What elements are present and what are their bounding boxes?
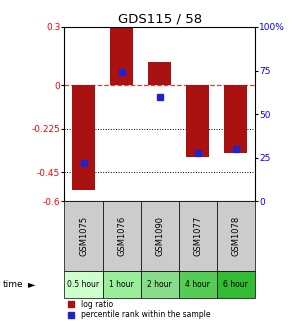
Bar [217,271,255,298]
Text: time: time [3,280,23,289]
Title: GDS115 / 58: GDS115 / 58 [117,13,202,26]
Bar [141,201,179,271]
Text: 6 hour: 6 hour [224,280,248,289]
Text: 4 hour: 4 hour [185,280,210,289]
Text: 2 hour: 2 hour [147,280,172,289]
Bar [64,271,103,298]
Text: GSM1090: GSM1090 [155,216,164,256]
Bar [110,27,133,85]
Text: GSM1078: GSM1078 [231,216,240,256]
Text: GSM1075: GSM1075 [79,216,88,256]
Text: ►: ► [28,280,35,290]
Bar [148,62,171,85]
Text: GSM1076: GSM1076 [117,216,126,256]
Text: 0.5 hour: 0.5 hour [67,280,100,289]
Bar [179,201,217,271]
Bar [72,85,95,190]
Bar [103,201,141,271]
Bar [103,271,141,298]
Text: GSM1077: GSM1077 [193,216,202,256]
Bar [141,271,179,298]
Text: 1 hour: 1 hour [109,280,134,289]
Bar [217,201,255,271]
Bar [224,85,247,153]
Bar [64,201,103,271]
Legend: log ratio, percentile rank within the sample: log ratio, percentile rank within the sa… [68,300,210,319]
Bar [186,85,209,157]
Bar [179,271,217,298]
